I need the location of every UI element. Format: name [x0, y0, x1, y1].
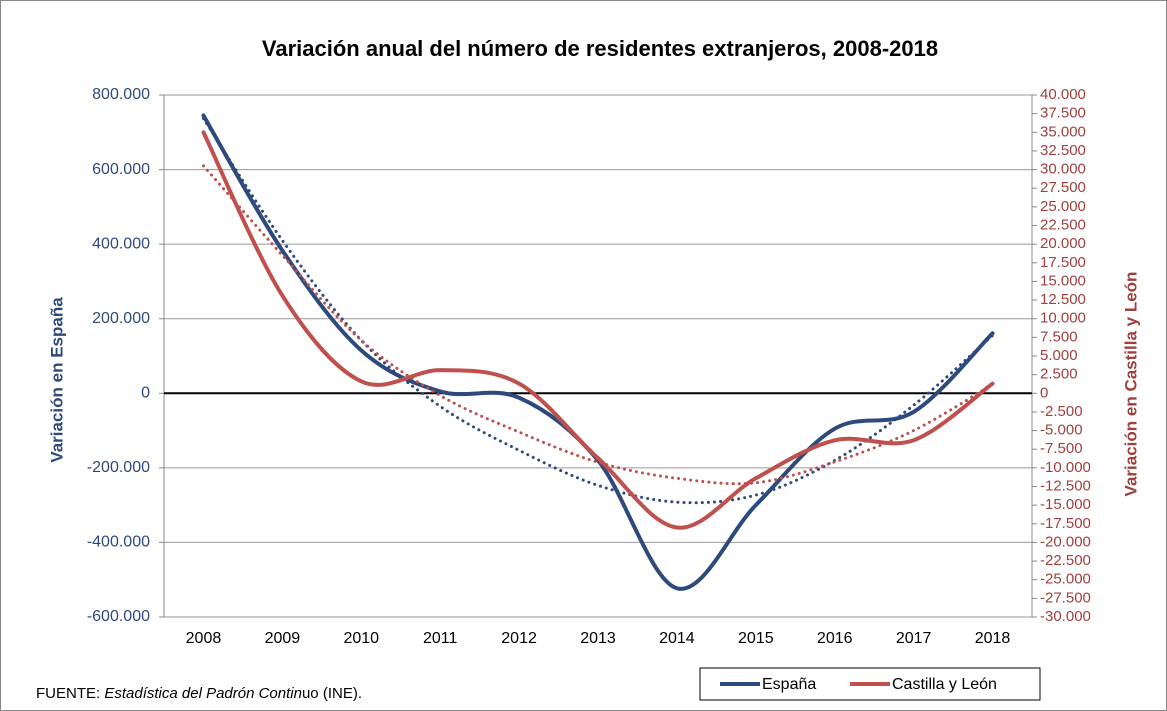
trendline	[201, 164, 995, 486]
y2-tick-label: 10.000	[1040, 310, 1086, 327]
y2-tick-label: 2.500	[1040, 366, 1078, 383]
y2-tick-label: 27.500	[1040, 179, 1086, 196]
x-tick-label: 2008	[186, 630, 222, 647]
legend-label: España	[762, 676, 816, 693]
y2-tick-label: 30.000	[1040, 161, 1086, 178]
x-tick-label: 2011	[423, 630, 458, 647]
x-tick-label: 2012	[501, 630, 537, 647]
y-tick-label: -200.000	[87, 459, 150, 476]
y2-tick-label: -7.500	[1040, 440, 1083, 457]
y2-tick-label: -10.000	[1040, 459, 1091, 476]
series-line	[201, 130, 995, 530]
x-tick-label: 2015	[738, 630, 774, 647]
y2-tick-label: 35.000	[1040, 123, 1086, 140]
y-tick-label: -400.000	[87, 534, 150, 551]
y2-tick-label: 15.000	[1040, 272, 1086, 289]
y2-tick-label: -25.000	[1040, 571, 1091, 588]
y2-tick-label: -20.000	[1040, 533, 1091, 550]
y2-tick-label: -22.500	[1040, 552, 1091, 569]
y2-tick-label: 37.500	[1040, 105, 1086, 122]
y2-tick-label: 40.000	[1040, 86, 1086, 103]
x-tick-label: 2009	[265, 630, 301, 647]
y2-tick-label: 22.500	[1040, 216, 1086, 233]
y2-tick-label: 17.500	[1040, 254, 1086, 271]
y2-tick-label: -5.000	[1040, 422, 1083, 439]
x-tick-label: 2010	[343, 630, 379, 647]
y-tick-label: 0	[141, 385, 150, 402]
source: FUENTE: Estadística del Padrón Continuo …	[36, 685, 362, 702]
x-tick-label: 2016	[817, 630, 853, 647]
y2-tick-label: -17.500	[1040, 515, 1091, 532]
source-part: uo (INE).	[302, 685, 362, 702]
y2-tick-label: -30.000	[1040, 608, 1091, 625]
y2-tick-label: -2.500	[1040, 403, 1083, 420]
y2-tick-label: -15.000	[1040, 496, 1091, 513]
y-tick-label: -600.000	[87, 608, 150, 625]
y2-tick-label: 0	[1040, 384, 1048, 401]
source-part: Estadística del Padrón Contin	[104, 685, 302, 702]
y2-tick-label: 32.500	[1040, 142, 1086, 159]
chart-title: Variación anual del número de residentes…	[262, 36, 938, 61]
y2-tick-label: 12.500	[1040, 291, 1086, 308]
y2-tick-label: -27.500	[1040, 589, 1091, 606]
legend-label: Castilla y León	[892, 676, 997, 693]
y-axis-label: Variación en España	[47, 297, 66, 463]
trendline	[201, 116, 995, 505]
y2-tick-label: 7.500	[1040, 328, 1078, 345]
y2-axis-label: Variación en Castilla y León	[1121, 272, 1140, 497]
y2-tick-label: 25.000	[1040, 198, 1086, 215]
x-tick-label: 2013	[580, 630, 616, 647]
y-tick-label: 200.000	[92, 310, 150, 327]
y2-tick-label: -12.500	[1040, 477, 1091, 494]
x-tick-label: 2018	[975, 630, 1011, 647]
source-part: FUENTE:	[36, 685, 104, 702]
y-tick-label: 400.000	[92, 235, 150, 252]
x-tick-label: 2017	[896, 630, 932, 647]
y-tick-label: 800.000	[92, 86, 150, 103]
y2-tick-label: 5.000	[1040, 347, 1078, 364]
y2-tick-label: 20.000	[1040, 235, 1086, 252]
y-tick-label: 600.000	[92, 161, 150, 178]
x-tick-label: 2014	[659, 630, 695, 647]
